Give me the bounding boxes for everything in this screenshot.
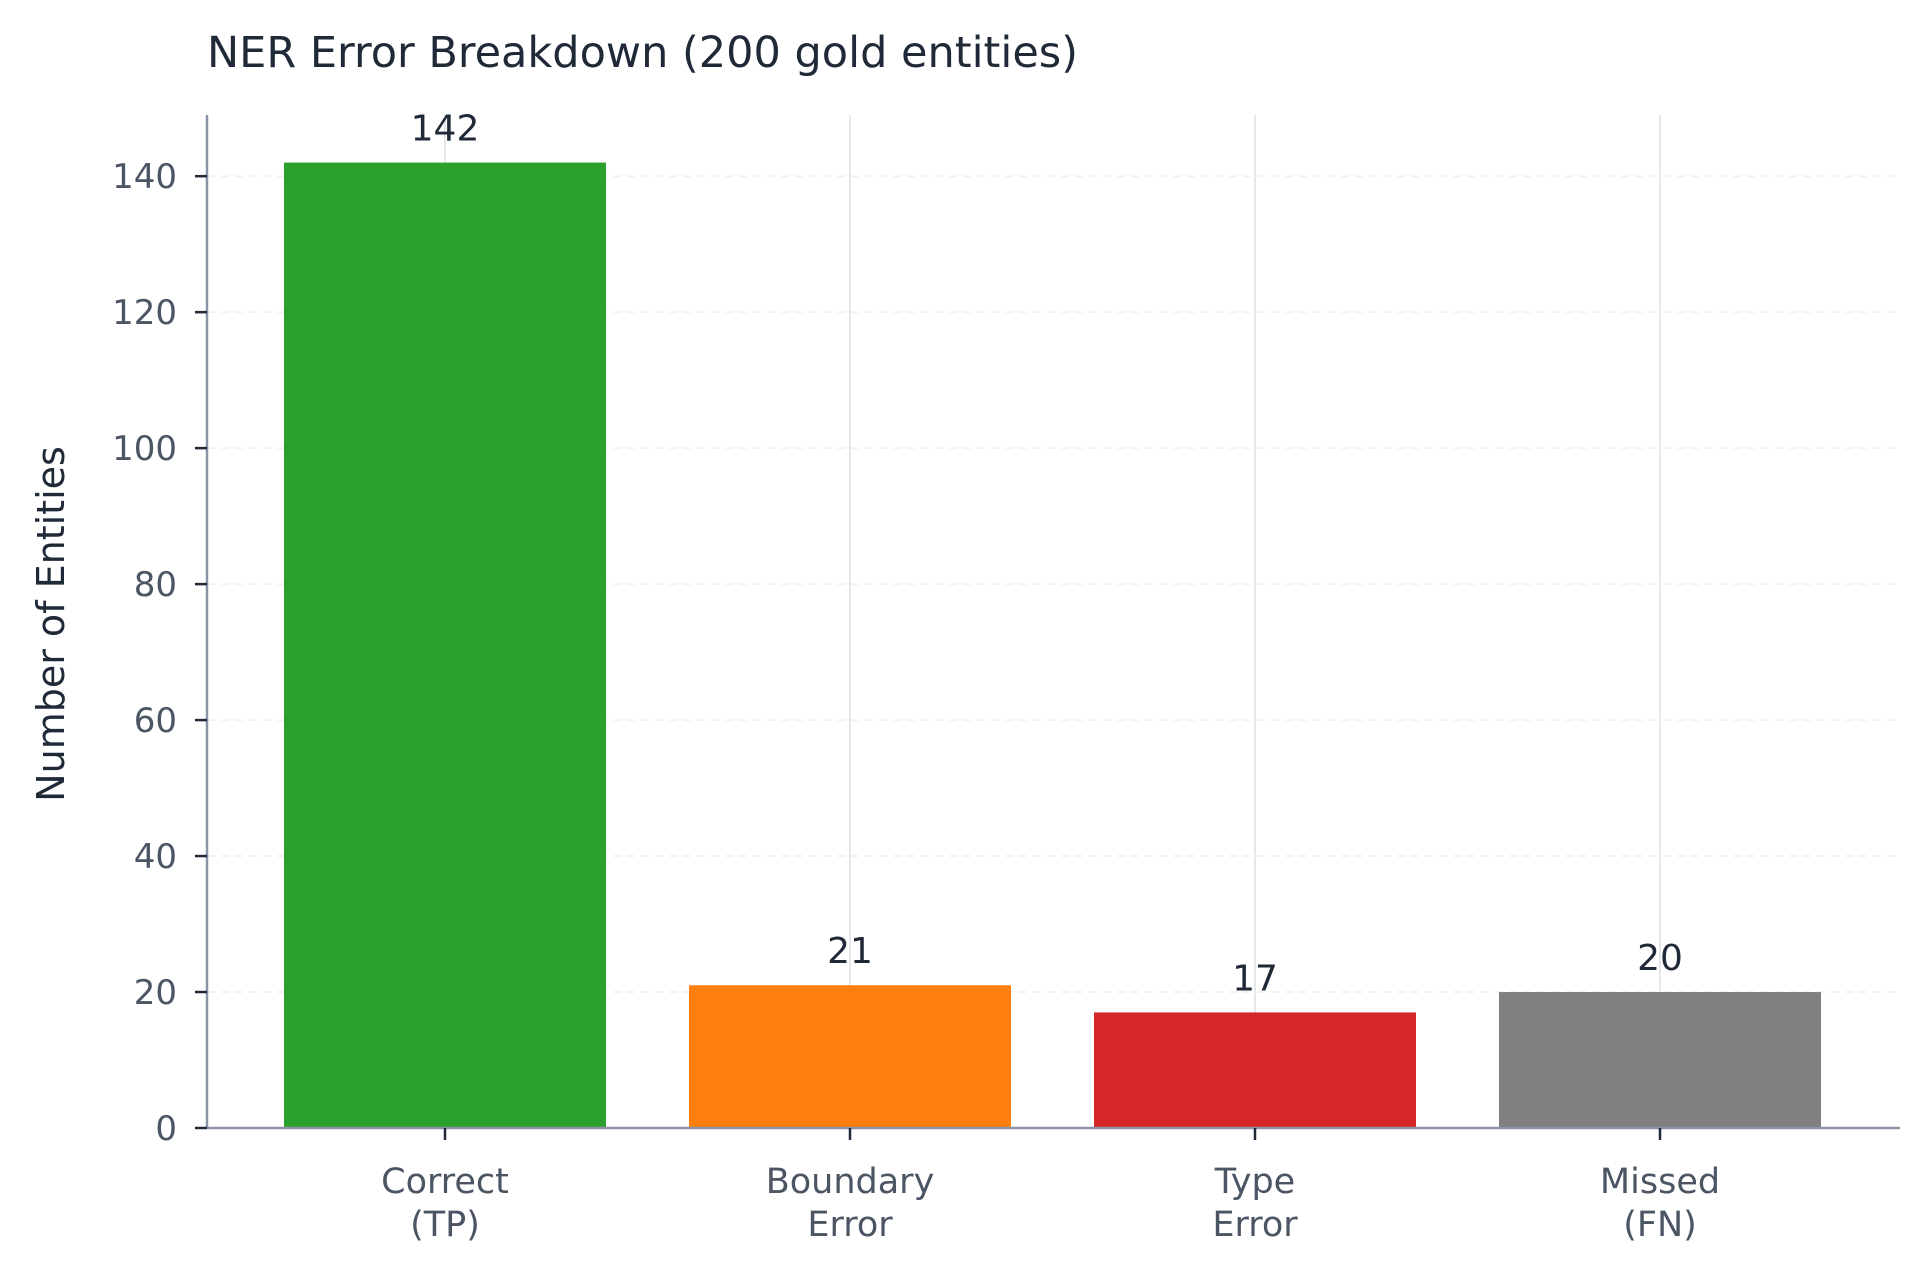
x-tick-label-line: Missed	[1600, 1162, 1720, 1202]
y-tick-label: 60	[134, 701, 177, 741]
bar-value-label: 21	[827, 931, 873, 972]
y-axis-label: Number of Entities	[29, 446, 73, 802]
y-tick-label: 0	[155, 1109, 177, 1149]
bars-layer	[284, 162, 1821, 1129]
bar-value-label: 142	[411, 109, 480, 150]
y-tick-label: 80	[134, 565, 177, 605]
y-tick-label: 100	[112, 429, 177, 469]
x-tick-label: Correct (TP)	[381, 1162, 509, 1245]
x-tick-label-line: Type	[1214, 1162, 1295, 1202]
x-tick-label-line: Boundary	[766, 1162, 935, 1202]
labels-layer: 142 21 17 20 0 20 40 60 80 100 120 140 Correct (TP) Bo…	[112, 109, 1720, 1245]
y-tick-label: 20	[134, 973, 177, 1013]
bar	[689, 985, 1011, 1128]
x-tick-label-line: Correct	[381, 1162, 509, 1202]
bar-value-label: 20	[1637, 938, 1683, 979]
bar-value-label: 17	[1232, 958, 1278, 999]
axes-layer	[195, 115, 1900, 1140]
x-tick-label-line: (TP)	[410, 1205, 480, 1245]
x-tick-label-line: (FN)	[1623, 1205, 1697, 1245]
y-tick-label: 140	[112, 157, 177, 197]
bar	[1094, 1012, 1416, 1128]
y-tick-label: 40	[134, 837, 177, 877]
x-tick-label: Type Error	[1212, 1162, 1298, 1245]
x-tick-label-line: Error	[1212, 1205, 1298, 1245]
x-tick-label: Missed (FN)	[1600, 1162, 1720, 1245]
x-tick-label-line: Error	[807, 1205, 893, 1245]
chart-title: NER Error Breakdown (200 gold entities)	[207, 28, 1078, 78]
bar	[284, 162, 606, 1129]
bar	[1499, 992, 1821, 1128]
y-tick-label: 120	[112, 293, 177, 333]
x-tick-label: Boundary Error	[766, 1162, 935, 1245]
